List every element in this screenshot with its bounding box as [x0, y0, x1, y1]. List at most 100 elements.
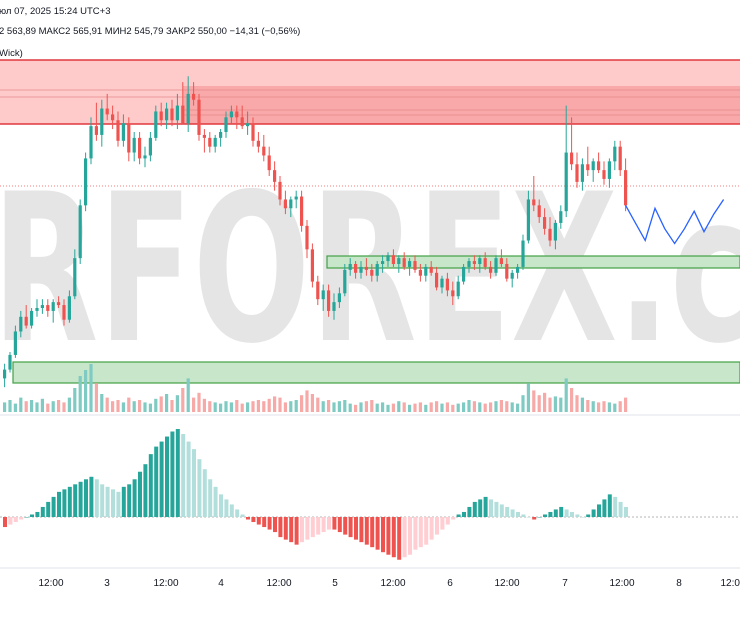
candle-body	[192, 93, 196, 100]
histogram-bar	[111, 489, 115, 517]
candle-body	[548, 228, 552, 241]
volume-bar	[181, 388, 185, 412]
candle	[494, 255, 498, 276]
candle-body	[181, 105, 185, 124]
histogram-bar	[143, 464, 148, 517]
histogram-bar	[478, 499, 483, 517]
histogram-bar	[483, 496, 488, 517]
candle	[186, 76, 190, 132]
histogram-bar	[451, 517, 456, 520]
candle	[175, 93, 179, 130]
candle-body	[165, 108, 169, 121]
histogram-bar	[386, 517, 391, 555]
candle-body	[381, 261, 385, 264]
candle	[30, 308, 34, 329]
candle	[624, 158, 628, 212]
volume-bar	[73, 388, 77, 412]
histogram-bar	[57, 491, 61, 517]
candle-body	[46, 305, 50, 311]
histogram-bar	[607, 494, 612, 517]
candle-body	[597, 161, 601, 171]
candle-body	[229, 111, 233, 118]
candle-body	[235, 111, 239, 118]
volume-bar	[121, 402, 125, 412]
candle-body	[62, 305, 66, 320]
volume-bar	[170, 400, 174, 412]
volume-bar	[570, 388, 574, 412]
candle	[553, 220, 557, 250]
histogram-bar	[197, 459, 202, 517]
volume-bar	[435, 401, 439, 412]
candle	[84, 152, 88, 212]
candle	[40, 299, 44, 314]
candle	[483, 252, 487, 270]
volume-bar	[613, 403, 617, 412]
histogram-bar	[359, 517, 364, 543]
volume-bar	[467, 400, 471, 412]
histogram-bar	[19, 517, 24, 520]
histogram-bar	[570, 511, 574, 517]
volume-bar	[543, 392, 547, 412]
candle	[543, 208, 547, 235]
candle-body	[73, 258, 77, 297]
histogram-bar	[370, 517, 375, 548]
volume-bar	[381, 402, 385, 412]
histogram-bar	[543, 514, 547, 517]
candle	[3, 363, 7, 388]
candle	[148, 132, 152, 162]
histogram-bar	[186, 441, 191, 517]
histogram-bar	[154, 446, 159, 517]
candle-body	[467, 261, 471, 267]
candle-body	[175, 105, 179, 121]
candle-body	[337, 293, 341, 303]
volume-bar	[408, 404, 412, 412]
volume-bar	[127, 397, 131, 412]
candle	[78, 199, 82, 264]
candle	[154, 105, 158, 141]
candle-body	[607, 161, 611, 179]
candle	[13, 325, 17, 358]
histogram-bar	[170, 431, 175, 517]
volume-bar	[521, 395, 525, 412]
histogram-bar	[3, 517, 7, 528]
histogram-bar	[472, 501, 477, 517]
histogram-bar	[273, 517, 277, 533]
volume-bar	[462, 402, 466, 412]
volume-bar	[343, 400, 347, 412]
candle-body	[613, 146, 617, 162]
candle	[548, 217, 552, 247]
histogram-bar	[564, 509, 569, 517]
volume-bar	[13, 403, 17, 412]
histogram-bar	[159, 441, 164, 517]
histogram-bar	[602, 499, 607, 517]
candle-body	[364, 266, 368, 270]
candle	[138, 132, 142, 165]
volume-bar	[618, 401, 622, 412]
histogram-bar	[613, 496, 618, 517]
volume-bar	[24, 401, 28, 412]
volume-bar	[354, 404, 358, 412]
candle-body	[262, 146, 266, 156]
volume-bar	[359, 402, 363, 412]
volume-bar	[105, 397, 109, 412]
candle	[332, 293, 336, 320]
candle	[235, 105, 239, 130]
x-tick-label: 3	[104, 578, 110, 589]
histogram-bar	[424, 517, 429, 545]
candle	[46, 299, 50, 317]
volume-bar	[138, 400, 142, 412]
x-tick-label: 4	[218, 578, 224, 589]
histogram-bar	[224, 499, 229, 517]
candle-body	[489, 266, 493, 273]
histogram-bar	[192, 449, 196, 517]
candle	[327, 284, 331, 317]
volume-bar	[375, 403, 379, 412]
histogram-bar	[13, 517, 18, 523]
candle	[564, 105, 568, 218]
candle	[478, 255, 482, 273]
candle-body	[138, 137, 142, 159]
histogram-bar	[240, 514, 245, 517]
histogram-bar	[505, 506, 510, 517]
candle	[391, 249, 395, 267]
candle-body	[19, 316, 23, 332]
